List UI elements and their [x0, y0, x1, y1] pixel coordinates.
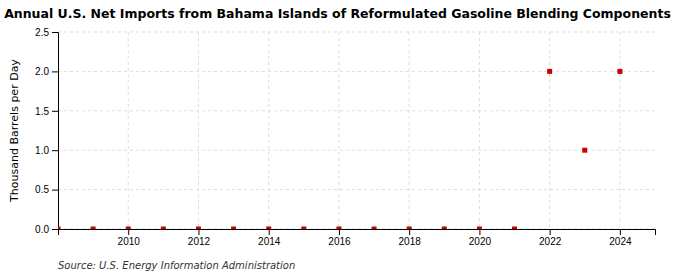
point [442, 227, 447, 230]
y-axis-title: Thousand Barrels per Day [8, 59, 21, 203]
x-axis-tick: 2024 [609, 229, 632, 247]
point [512, 227, 517, 230]
x-axis-tick: 2014 [258, 229, 281, 247]
grid-line-x [198, 32, 199, 229]
y-axis-tick-mark [52, 71, 58, 72]
source-annotation: Source: U.S. Energy Information Administ… [58, 260, 295, 271]
x-axis-tick-mark [620, 229, 621, 235]
grid-line-y [58, 71, 655, 72]
y-axis-tick: 0.0 [35, 224, 58, 235]
grid-line-y [58, 189, 655, 190]
x-axis-tick-label: 2020 [469, 236, 492, 247]
x-axis-tick-mark [479, 229, 480, 235]
y-axis-tick-mark [52, 229, 58, 230]
point [301, 227, 306, 230]
x-axis-tick-label: 2018 [399, 236, 422, 247]
chart-svg: Annual U.S. Net Imports from Bahama Isla… [0, 0, 675, 275]
y-axis-tick-label: 0.5 [35, 184, 49, 195]
y-axis-tick: 2.0 [35, 66, 58, 77]
x-axis-tick-label: 2016 [328, 236, 351, 247]
chart-container: Annual U.S. Net Imports from Bahama Isla… [0, 0, 675, 275]
grid-line-y [58, 110, 655, 111]
y-axis-tick: 2.5 [35, 27, 58, 38]
point [617, 69, 622, 74]
points [58, 69, 622, 229]
point [126, 227, 131, 230]
grid-line-x [619, 32, 620, 229]
grid-line-y [58, 32, 655, 33]
x-axis-tick: 2016 [328, 229, 351, 247]
y-axis-tick: 1.5 [35, 106, 58, 117]
point [196, 227, 201, 230]
y-axis-tick-label: 1.5 [35, 106, 49, 117]
y-axis-tick-label: 0.0 [35, 224, 49, 235]
point [91, 227, 96, 230]
x-axis-tick-label: 2024 [609, 236, 632, 247]
y-axis: 0.0 0.5 1.0 1.5 2.0 2.5 [35, 27, 58, 235]
x-axis-tick-label: 2022 [539, 236, 562, 247]
x-axis-tick-label: 2010 [118, 236, 141, 247]
grid-line-x [128, 32, 129, 229]
plot-area: 2010 2012 2014 2016 2018 2020 2022 2024 0.0 0.5 1.… [8, 27, 656, 247]
grid-line-x [338, 32, 339, 229]
x-axis-tick: 2020 [469, 229, 492, 247]
point [58, 227, 61, 230]
y-axis-tick-mark [52, 111, 58, 112]
point [477, 227, 482, 230]
point [547, 69, 552, 74]
y-axis-tick-label: 2.0 [35, 66, 49, 77]
grid-line-x [409, 32, 410, 229]
chart-title: Annual U.S. Net Imports from Bahama Isla… [4, 6, 671, 21]
point [266, 227, 271, 230]
y-axis-tick: 1.0 [35, 145, 58, 156]
x-axis-tick: 2022 [539, 229, 562, 247]
point [231, 227, 236, 230]
x-axis-tick-mark [269, 229, 270, 235]
point [372, 227, 377, 230]
point [336, 227, 341, 230]
y-axis-tick-mark [52, 190, 58, 191]
y-axis-tick-mark [52, 32, 58, 33]
x-axis-tick: 2010 [118, 229, 141, 247]
x-axis-tick: 2012 [188, 229, 211, 247]
point [582, 148, 587, 153]
x-axis-tick-label: 2012 [188, 236, 211, 247]
y-axis-tick-label: 2.5 [35, 27, 49, 38]
grid-line-y [58, 150, 655, 151]
grid-line-x [268, 32, 269, 229]
y-axis-tick: 0.5 [35, 184, 58, 195]
point [407, 227, 412, 230]
x-axis-tick-mark [550, 229, 551, 235]
grid-line-x [479, 32, 480, 229]
y-axis-domain [52, 33, 59, 230]
x-axis-tick-mark [128, 229, 129, 235]
point [161, 227, 166, 230]
x-axis: 2010 2012 2014 2016 2018 2020 2022 2024 [59, 229, 656, 247]
x-axis-tick: 2018 [399, 229, 422, 247]
y-axis-tick-label: 1.0 [35, 145, 49, 156]
x-axis-domain [59, 230, 656, 236]
x-axis-tick-mark [409, 229, 410, 235]
grid-line-x [549, 32, 550, 229]
x-axis-tick-mark [198, 229, 199, 235]
grid [58, 32, 655, 229]
y-axis-tick-mark [52, 150, 58, 151]
x-axis-tick-mark [339, 229, 340, 235]
x-axis-tick-label: 2014 [258, 236, 281, 247]
